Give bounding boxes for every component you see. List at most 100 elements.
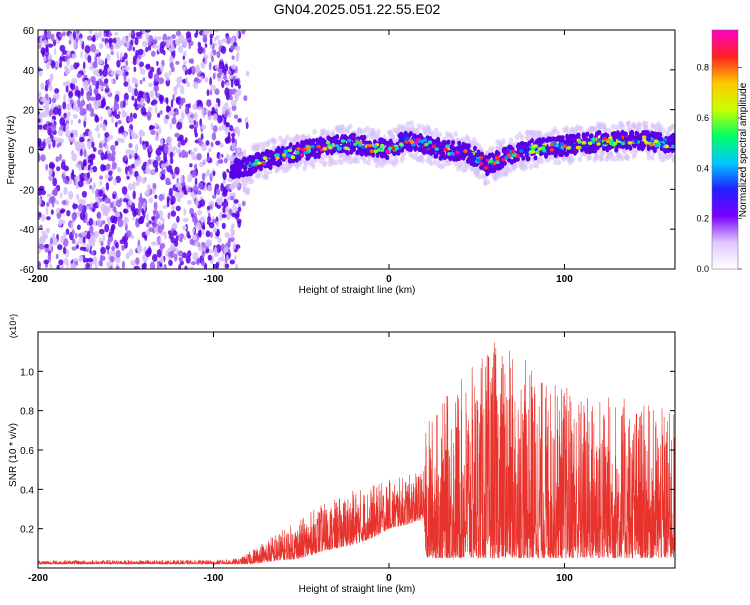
track-halo-dot [303, 160, 309, 167]
noise-dot [98, 30, 102, 39]
noise-dot [118, 126, 124, 134]
track-dot [480, 151, 484, 157]
noise-dot [79, 37, 83, 46]
noise-dot [208, 147, 212, 153]
track-peak-dot [285, 153, 291, 158]
noise-dot [110, 70, 115, 76]
noise-dot [38, 185, 45, 191]
noise-dot [100, 115, 103, 122]
track-dot [362, 134, 367, 140]
track-peak-dot [287, 148, 293, 153]
noise-dot [85, 243, 91, 249]
snr-y-tick-label: 1.0 [20, 367, 34, 378]
track-peak-dot [633, 139, 639, 144]
track-peak-dot [387, 146, 393, 151]
noise-dot [158, 210, 163, 216]
spectrogram-y-tick-label: -60 [20, 265, 35, 276]
noise-dot [64, 68, 71, 75]
noise-dot [185, 255, 191, 264]
noise-dot [68, 190, 74, 200]
track-halo-dot [477, 173, 482, 180]
noise-dot [91, 234, 95, 244]
noise-dot [181, 111, 185, 120]
noise-dot [234, 78, 240, 87]
noise-dot [80, 87, 84, 97]
noise-dot [156, 249, 162, 258]
noise-dot [171, 34, 177, 40]
noise-dot [177, 250, 184, 257]
noise-dot [228, 107, 231, 114]
noise-dot [132, 208, 137, 218]
noise-dot [79, 211, 86, 221]
noise-dot [227, 131, 231, 139]
noise-dot [102, 68, 108, 78]
track-halo-dot [366, 159, 371, 166]
track-halo-dot [236, 177, 241, 184]
noise-dot [46, 137, 52, 143]
noise-dot [71, 169, 75, 177]
noise-dot [53, 187, 58, 197]
snr-x-tick-label: 100 [556, 573, 573, 584]
noise-dot [151, 44, 158, 49]
noise-dot [114, 31, 119, 36]
track-halo-dot [472, 136, 477, 143]
noise-dot [184, 265, 188, 269]
noise-dot [158, 193, 164, 202]
noise-dot [131, 95, 135, 101]
noise-dot [160, 138, 164, 147]
noise-dot [223, 74, 227, 81]
noise-dot [190, 58, 194, 65]
noise-dot [220, 195, 223, 204]
noise-dot [94, 127, 100, 132]
noise-dot [111, 245, 116, 252]
noise-dot [184, 106, 189, 115]
noise-dot [197, 46, 204, 55]
noise-dot [44, 244, 50, 248]
noise-dot [101, 220, 106, 225]
noise-dot [99, 123, 104, 129]
noise-dot [171, 117, 177, 125]
track-peak-dot [378, 146, 384, 151]
noise-dot [134, 143, 139, 153]
track-peak-dot [306, 149, 312, 153]
track-peak-dot [283, 149, 289, 154]
noise-dot [146, 222, 149, 228]
noise-dot [70, 263, 77, 269]
noise-dot [107, 218, 111, 226]
noise-dot [169, 122, 173, 130]
spectrogram-x-tick-label: -200 [28, 274, 48, 285]
colorbar-frame [711, 29, 739, 270]
colorbar-tick-label: 0.8 [696, 63, 709, 73]
noise-dot [188, 43, 191, 50]
noise-dot [109, 255, 115, 263]
track-peak-dot [340, 139, 346, 143]
noise-dot [48, 110, 52, 117]
noise-dot [39, 112, 45, 118]
noise-dot [233, 254, 237, 261]
noise-dot [106, 261, 112, 268]
noise-dot [51, 103, 54, 111]
noise-dot [196, 99, 203, 105]
noise-dot [209, 89, 213, 96]
track-dot [491, 153, 496, 159]
noise-dot [187, 187, 192, 193]
noise-dot [223, 69, 227, 76]
noise-dot [148, 70, 153, 79]
noise-dot [117, 120, 122, 125]
noise-dot [50, 237, 53, 245]
track-peak-dot [296, 147, 301, 151]
noise-dot [133, 103, 138, 107]
noise-dot [216, 97, 220, 104]
noise-dot [84, 86, 90, 92]
noise-dot [76, 224, 81, 231]
noise-dot [82, 236, 86, 244]
noise-dot [42, 39, 48, 46]
track-peak-dot [385, 149, 390, 154]
noise-dot [71, 246, 77, 251]
track-peak-dot [575, 145, 581, 150]
track-peak-dot [628, 141, 633, 145]
noise-dot [229, 125, 234, 132]
noise-dot [231, 64, 237, 70]
noise-dot [91, 141, 95, 149]
noise-dot [224, 263, 230, 269]
